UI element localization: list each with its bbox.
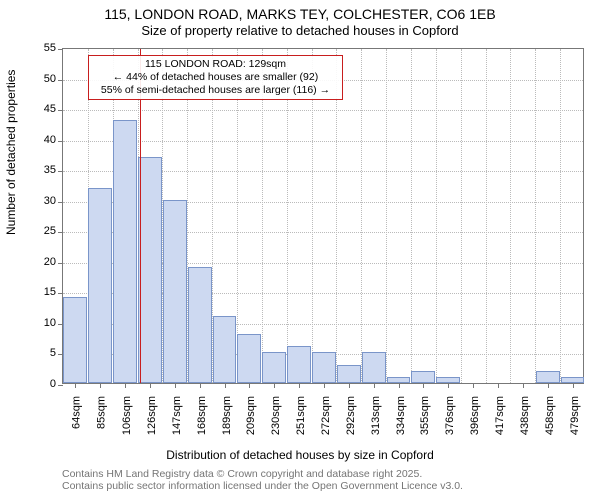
histogram-bar [262, 352, 286, 383]
y-tick-label: 35 [32, 164, 56, 176]
gridline-vertical [361, 49, 362, 383]
histogram-bar [362, 352, 386, 383]
y-tick-label: 0 [32, 378, 56, 390]
histogram-bar [163, 200, 187, 383]
y-axis-label: Number of detached properties [4, 70, 18, 235]
x-tick-label: 355sqm [420, 396, 432, 435]
y-tick-label: 10 [32, 317, 56, 329]
y-tick-label: 25 [32, 225, 56, 237]
gridline-vertical [510, 49, 511, 383]
histogram-bar [312, 352, 336, 383]
y-tick-label: 20 [32, 256, 56, 268]
x-tick-label: 292sqm [345, 396, 357, 435]
histogram-bar [188, 267, 212, 383]
y-tick-label: 30 [32, 195, 56, 207]
gridline-vertical [436, 49, 437, 383]
histogram-bar [387, 377, 411, 383]
y-tick-label: 40 [32, 134, 56, 146]
x-tick-label: 334sqm [395, 396, 407, 435]
gridline-vertical [386, 49, 387, 383]
x-tick-label: 479sqm [569, 396, 581, 435]
x-axis-label: Distribution of detached houses by size … [0, 448, 600, 462]
x-tick-label: 417sqm [494, 396, 506, 435]
x-tick-label: 126sqm [146, 396, 158, 435]
y-tick-label: 15 [32, 286, 56, 298]
x-tick-label: 251sqm [295, 396, 307, 435]
chart-title-block: 115, LONDON ROAD, MARKS TEY, COLCHESTER,… [0, 6, 600, 38]
histogram-bar [561, 377, 585, 383]
x-tick-label: 168sqm [196, 396, 208, 435]
chart-title-line2: Size of property relative to detached ho… [0, 23, 600, 39]
histogram-bar [63, 297, 87, 383]
annotation-line: 115 LONDON ROAD: 129sqm [94, 58, 337, 71]
x-tick-label: 106sqm [121, 396, 133, 435]
histogram-bar [113, 120, 137, 383]
footer-line2: Contains public sector information licen… [62, 480, 463, 492]
histogram-bar [287, 346, 311, 383]
gridline-vertical [560, 49, 561, 383]
x-tick-label: 272sqm [320, 396, 332, 435]
annotation-box: 115 LONDON ROAD: 129sqm← 44% of detached… [88, 55, 343, 100]
gridline-vertical [411, 49, 412, 383]
x-tick-label: 64sqm [71, 396, 83, 429]
x-tick-label: 209sqm [246, 396, 258, 435]
x-tick-label: 438sqm [519, 396, 531, 435]
histogram-bar [337, 365, 361, 383]
y-tick-label: 45 [32, 103, 56, 115]
x-tick-label: 147sqm [171, 396, 183, 435]
x-tick-label: 189sqm [221, 396, 233, 435]
annotation-line: ← 44% of detached houses are smaller (92… [94, 71, 337, 84]
x-tick-label: 313sqm [370, 396, 382, 435]
histogram-bar [536, 371, 560, 383]
attribution-footer: Contains HM Land Registry data © Crown c… [62, 468, 463, 492]
y-tick-label: 50 [32, 73, 56, 85]
x-tick-label: 85sqm [96, 396, 108, 429]
y-tick-label: 55 [32, 42, 56, 54]
x-tick-label: 458sqm [544, 396, 556, 435]
histogram-bar [138, 157, 162, 383]
gridline-vertical [486, 49, 487, 383]
x-tick-label: 376sqm [444, 396, 456, 435]
chart-title-line1: 115, LONDON ROAD, MARKS TEY, COLCHESTER,… [0, 6, 600, 23]
histogram-bar [213, 316, 237, 383]
gridline-vertical [461, 49, 462, 383]
histogram-bar [237, 334, 261, 383]
histogram-bar [436, 377, 460, 383]
gridline-vertical [535, 49, 536, 383]
x-tick-label: 396sqm [469, 396, 481, 435]
y-tick-label: 5 [32, 347, 56, 359]
plot-area: 115 LONDON ROAD: 129sqm← 44% of detached… [62, 48, 584, 384]
histogram-bar [88, 188, 112, 383]
footer-line1: Contains HM Land Registry data © Crown c… [62, 468, 463, 480]
histogram-bar [411, 371, 435, 383]
annotation-line: 55% of semi-detached houses are larger (… [94, 84, 337, 97]
x-tick-label: 230sqm [270, 396, 282, 435]
